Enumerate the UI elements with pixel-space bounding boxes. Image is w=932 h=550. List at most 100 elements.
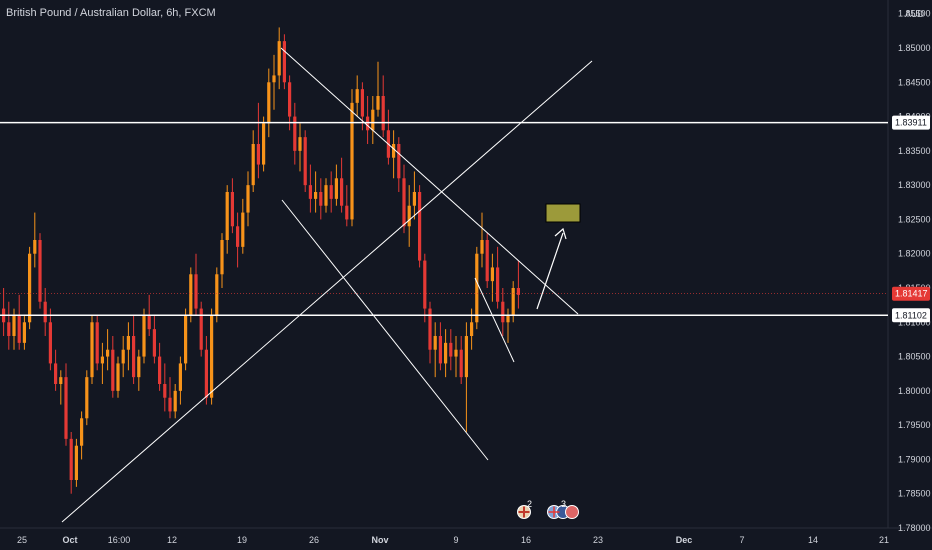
candle-body [449,342,453,357]
price-tick-label: 1.79000 [898,454,931,464]
candle-body [392,144,396,158]
candle-body [490,267,494,282]
candle-body [69,438,73,480]
time-tick-label: 23 [593,535,603,545]
price-tick-label: 1.79500 [898,420,931,430]
price-tick-label: 1.78500 [898,489,931,499]
candle-body [54,363,58,384]
candle-body [43,301,47,323]
rising-trend-line[interactable] [61,60,593,523]
candle-body [48,322,52,364]
time-tick-label: 26 [309,535,319,545]
candle-body [106,349,110,357]
candle-body [511,288,515,316]
event-icons-group-2[interactable]: 3 [547,499,579,519]
price-tag-label: 1.83911 [895,118,927,128]
candle-body [137,356,141,378]
arrow-head-icon [554,227,567,240]
candle-body [80,418,84,446]
time-tick-label: Dec [676,535,693,545]
price-tick-label: 1.80500 [898,352,931,362]
candle-body [340,178,344,206]
candle-body [184,315,188,364]
time-tick-label: 7 [739,535,744,545]
descending-trend-line[interactable] [280,47,579,315]
candle-body [246,185,250,213]
target-zone-box[interactable] [545,203,581,223]
time-tick-label: 19 [237,535,247,545]
price-axis[interactable]: 1.855001.850001.845001.840001.835001.830… [898,9,931,533]
candle-body [397,144,401,179]
candle-body [28,253,32,323]
candle-body [444,342,448,364]
current-price-tag [892,286,930,301]
chart-title: British Pound / Australian Dollar, 6h, F… [6,7,216,19]
time-tick-label: Oct [62,535,77,545]
candle-body [33,240,37,254]
candle-body [168,397,172,412]
candle-body [402,178,406,227]
price-tick-label: 1.85000 [898,43,931,53]
candle-body [516,288,520,295]
candle-body [454,349,458,357]
price-tick-label: 1.84500 [898,77,931,87]
price-tick-label: 1.82500 [898,214,931,224]
candle-body [350,102,354,220]
candle-body [215,274,219,316]
price-tick-label: 1.83500 [898,146,931,156]
candles-group [2,27,520,494]
candle-body [418,192,422,261]
candle-body [371,109,375,131]
flag-cross-icon [548,506,560,518]
candle-body [17,315,21,343]
time-tick-label: 21 [879,535,889,545]
event-icons-group-1[interactable]: 2 [517,499,533,519]
candle-body [7,322,11,336]
candle-body [152,329,156,357]
projection-arrow[interactable] [536,232,564,310]
candle-body [262,123,266,165]
candle-body [267,82,271,124]
candle-body [220,240,224,275]
candle-body [225,192,229,240]
level-price-tag [892,115,930,130]
candle-body [95,322,99,364]
candle-body [366,116,370,131]
flag-event-icon[interactable] [565,505,579,519]
candle-body [74,445,78,480]
candle-body [64,377,68,439]
candle-body [412,192,416,206]
candle-body [132,336,136,378]
candle-body [272,75,276,83]
time-axis[interactable]: 25 Oct 16:00 12 19 26 Nov 9 16 23 Dec 7 14 21 [17,535,889,545]
candle-body [355,89,359,103]
drawings-group[interactable] [0,47,888,523]
time-tick-label: 16 [521,535,531,545]
candle-body [314,192,318,199]
candle-body [236,226,240,247]
candle-body [298,137,302,151]
candle-body [121,349,125,364]
candle-body [277,41,281,76]
candle-body [282,41,286,83]
candle-body [158,356,162,384]
candle-body [464,336,468,378]
candle-body [59,377,63,384]
candle-body [241,212,245,247]
candle-body [111,349,115,391]
candle-body [199,308,203,350]
candle-body [189,274,193,316]
flag-line[interactable] [474,277,515,363]
candle-body [485,240,489,282]
candle-body [329,185,333,199]
price-tick-label: 1.78000 [898,523,931,533]
channel-lower-line[interactable] [281,199,489,461]
candle-body [251,144,255,186]
candle-body [319,192,323,206]
time-tick-label: 16:00 [108,535,131,545]
candle-body [324,185,328,206]
candle-body [100,356,104,364]
candle-body [85,377,89,419]
